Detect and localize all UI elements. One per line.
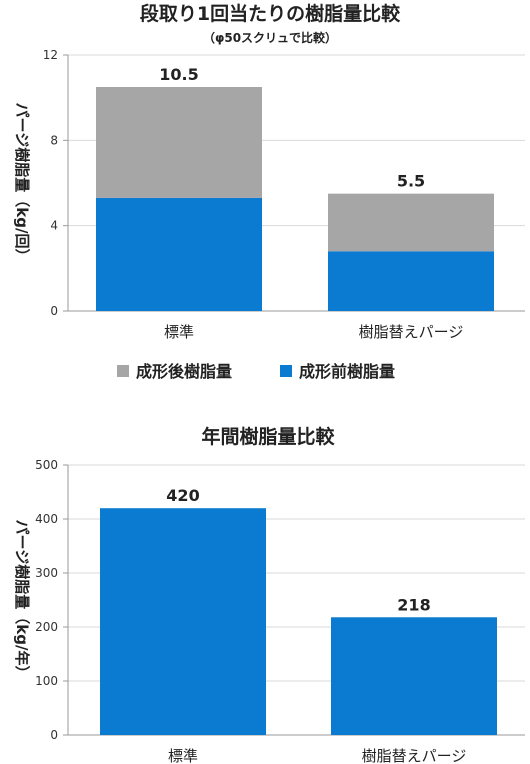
chart-2-y-axis-label: パージ樹脂量（kg/年） (13, 520, 31, 681)
chart-1-data-labels: 10.5 5.5 (159, 65, 425, 191)
legend-swatch-after (117, 365, 129, 377)
bar-value-label: 420 (166, 486, 199, 505)
x-tick-label: 樹脂替えパージ (359, 323, 464, 341)
chart-1-title: 段取り1回当たりの樹脂量比較 (140, 2, 401, 25)
x-tick-label: 樹脂替えパージ (362, 747, 467, 764)
bar-segment (96, 197, 262, 311)
bar-value-label: 218 (397, 595, 430, 614)
y-tick-label: 500 (35, 458, 58, 472)
y-tick-label: 200 (35, 620, 58, 634)
chart-1-x-ticks: 標準 樹脂替えパージ (164, 323, 463, 341)
chart-2-data-labels: 420 218 (166, 486, 430, 614)
legend-label-before: 成形前樹脂量 (299, 362, 395, 381)
bar-segment (100, 508, 266, 735)
y-tick-label: 4 (50, 219, 58, 233)
chart-1-legend: 成形後樹脂量 成形前樹脂量 (117, 362, 395, 381)
x-tick-label: 標準 (168, 747, 198, 764)
chart-2-x-ticks: 標準 樹脂替えパージ (168, 747, 466, 764)
legend-label-after: 成形後樹脂量 (136, 362, 232, 381)
chart-1: 段取り1回当たりの樹脂量比較 （φ50スクリュで比較） パージ樹脂量（kg/回）… (13, 2, 525, 381)
y-tick-label: 12 (43, 48, 58, 62)
chart-1-y-ticks: 0 4 8 12 (43, 48, 58, 318)
chart-1-subtitle: （φ50スクリュで比較） (203, 30, 337, 45)
y-tick-label: 100 (35, 674, 58, 688)
y-tick-label: 400 (35, 512, 58, 526)
bar-segment (96, 87, 262, 198)
y-tick-label: 0 (50, 728, 58, 742)
chart-1-bars (96, 87, 494, 311)
y-tick-label: 0 (50, 304, 58, 318)
bar-segment (328, 251, 494, 311)
chart-2-y-ticks: 0 100 200 300 400 500 (35, 458, 58, 742)
bar-segment (328, 193, 494, 252)
y-tick-label: 300 (35, 566, 58, 580)
bar-segment (331, 617, 497, 735)
legend-swatch-before (280, 365, 292, 377)
chart-2-bars (100, 508, 497, 735)
chart-2: 年間樹脂量比較 パージ樹脂量（kg/年） 0 100 200 300 400 500 標準… (13, 425, 525, 764)
bar-value-label: 5.5 (397, 172, 425, 191)
chart-1-y-axis-label: パージ樹脂量（kg/回） (13, 103, 31, 264)
y-tick-label: 8 (50, 133, 58, 147)
x-tick-label: 標準 (164, 323, 194, 341)
chart-2-title: 年間樹脂量比較 (201, 425, 335, 448)
bar-value-label: 10.5 (159, 65, 198, 84)
